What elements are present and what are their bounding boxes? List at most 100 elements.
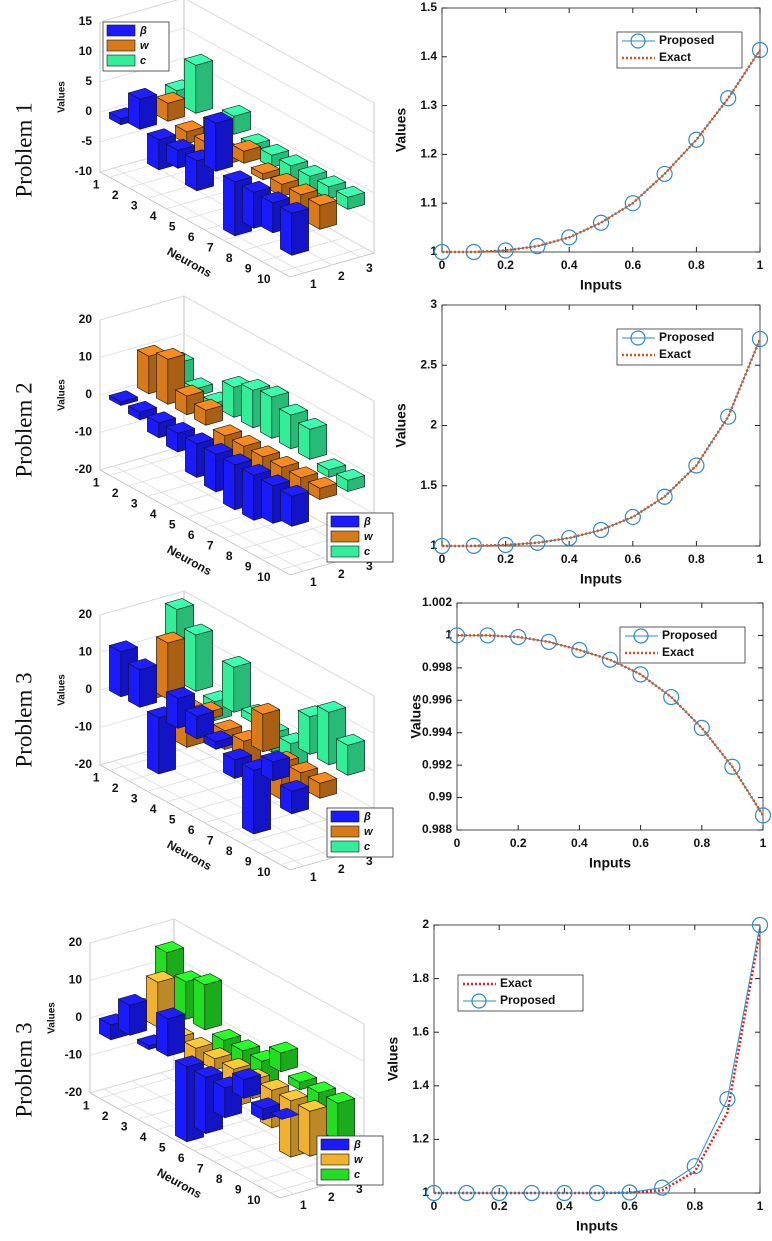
y-tick-label: 1.002 <box>422 595 452 609</box>
y-tick-label: 1.4 <box>420 49 437 63</box>
legend-swatch <box>330 530 360 543</box>
x-tick-label: 2 <box>112 486 119 500</box>
bar <box>221 655 252 713</box>
legend-marker <box>633 628 649 644</box>
bar-top <box>240 378 271 391</box>
legend-label: Proposed <box>662 628 717 642</box>
marker <box>621 1184 638 1201</box>
x-tick-label: 6 <box>178 1151 185 1165</box>
marker <box>751 916 769 934</box>
bar-top <box>145 970 176 983</box>
bar-side <box>309 424 327 460</box>
bar-front <box>156 636 169 700</box>
grid-line <box>131 1080 323 1187</box>
x-axis-label: Inputs <box>589 855 631 871</box>
bar <box>192 973 223 1031</box>
y-tick-label: 2 <box>422 917 429 931</box>
bar-top <box>259 385 290 398</box>
row-label: Problem 3 <box>11 672 36 767</box>
bar-side <box>129 1000 147 1036</box>
x-tick-label: 1 <box>757 552 764 566</box>
x-tick-label: 8 <box>226 549 233 563</box>
bar-front <box>280 206 293 256</box>
legend-label: w <box>364 826 374 838</box>
bar-side <box>139 94 157 130</box>
bar-top <box>288 183 319 196</box>
x-tick-label: 8 <box>226 844 233 858</box>
series-line <box>434 924 761 1194</box>
bar <box>325 1091 356 1142</box>
legend-label: Proposed <box>659 33 714 47</box>
bar-front <box>147 710 160 775</box>
y-tick-label: 1.1 <box>420 195 437 209</box>
bar <box>183 623 214 692</box>
legend-label: β <box>139 25 147 37</box>
z-tick-label: 0 <box>85 104 92 118</box>
bar-side <box>233 662 251 713</box>
legend-label: w <box>140 40 150 52</box>
x-tick-label: 0.8 <box>688 552 705 566</box>
bar-top <box>203 442 234 455</box>
bar-top <box>260 750 291 763</box>
bar-top <box>325 1091 356 1104</box>
bar-top <box>212 719 243 732</box>
bar-front <box>222 660 235 713</box>
depth-tick-label: 2 <box>338 567 345 581</box>
bar-top <box>146 128 177 141</box>
bar-top <box>108 640 139 653</box>
bar <box>307 193 338 230</box>
bar-side <box>195 60 213 114</box>
x-tick-label: 7 <box>207 240 214 254</box>
x-tick-label: 6 <box>188 230 195 244</box>
x-tick-label: 0.8 <box>686 1199 703 1213</box>
x-tick-label: 1 <box>93 770 100 784</box>
bar-top <box>288 466 319 479</box>
marker <box>751 41 769 59</box>
bar-front <box>137 349 150 395</box>
bar-top <box>184 704 215 717</box>
x-tick-label: 7 <box>207 538 214 552</box>
x-tick-label: 9 <box>245 261 252 275</box>
z-tick-label: 0 <box>85 682 92 696</box>
depth-tick-label: 2 <box>328 1190 335 1204</box>
y-tick-label: 1.4 <box>412 1078 429 1092</box>
marker <box>561 229 578 246</box>
bar-top <box>174 120 205 133</box>
x-tick-label: 0.4 <box>561 258 578 272</box>
y-tick-label: 3 <box>430 297 437 311</box>
x-tick-label: 2 <box>112 188 119 202</box>
depth-tick-label: 1 <box>310 277 317 291</box>
z-tick-label: -20 <box>75 757 93 771</box>
y-tick-label: 1.2 <box>420 147 437 161</box>
bar-top <box>259 1078 290 1091</box>
bar-front <box>109 644 122 698</box>
bar-front <box>146 975 159 1028</box>
bar <box>307 476 338 501</box>
x-tick-label: 0.2 <box>497 552 514 566</box>
x-tick-label: 0.6 <box>624 552 641 566</box>
y-tick-label: 2.5 <box>420 357 437 371</box>
bar-top <box>155 91 186 104</box>
bar-top <box>287 1070 318 1083</box>
marker <box>656 488 673 505</box>
legend-label: Proposed <box>659 330 714 344</box>
bar <box>108 390 139 407</box>
marker <box>433 537 451 555</box>
y-axis-label: Values <box>385 1037 401 1082</box>
x-tick-label: 3 <box>121 1119 128 1133</box>
bar-top <box>174 1055 205 1068</box>
bar-top <box>193 398 224 411</box>
depth-tick-label: 3 <box>356 1182 363 1196</box>
grid-line <box>99 0 375 104</box>
z-tick-label: -10 <box>75 425 93 439</box>
series-line <box>442 49 762 254</box>
legend-label: c <box>364 841 370 853</box>
bar-top <box>278 403 309 416</box>
bar-top <box>279 779 310 792</box>
bar-top <box>288 761 319 774</box>
x-tick-label: 3 <box>131 198 138 212</box>
legend-box <box>619 626 746 664</box>
marker <box>688 457 705 474</box>
x-tick-label: 10 <box>257 865 271 879</box>
